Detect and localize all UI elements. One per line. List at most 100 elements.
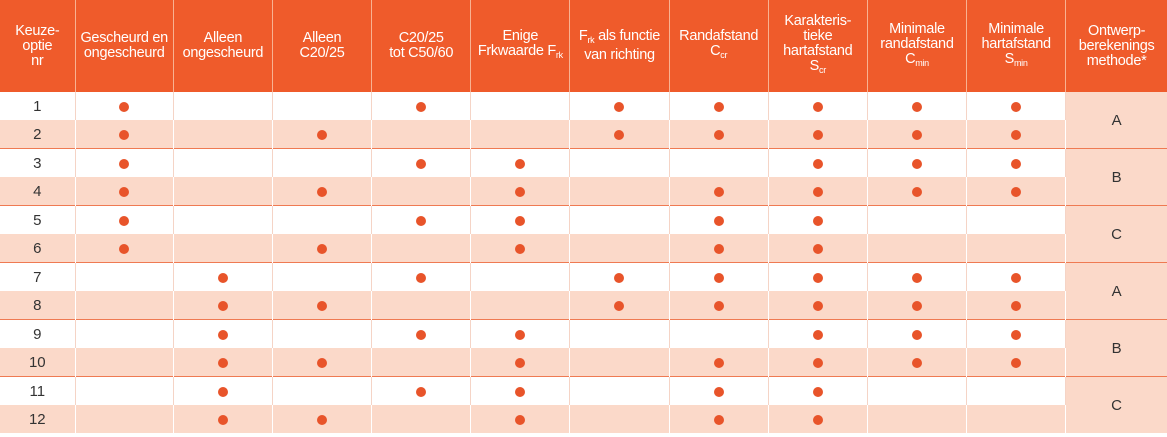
table-cell: [75, 348, 174, 377]
bullet-dot-icon: [416, 272, 427, 283]
row-number: 4: [0, 177, 76, 206]
header-keuzeoptie: Keuze- optie nr: [0, 0, 76, 92]
table-cell: [470, 376, 571, 405]
table-cell: [569, 291, 670, 320]
table-cell: [371, 319, 472, 348]
bullet-dot-icon: [317, 129, 328, 140]
bullet-dot-icon: [812, 357, 823, 368]
table-row: 10: [0, 348, 1167, 377]
bullet-dot-icon: [1011, 129, 1022, 140]
table-cell: [173, 262, 273, 291]
table-cell: [470, 148, 571, 177]
table-cell: [75, 177, 174, 206]
bullet-dot-icon: [515, 329, 526, 340]
table-cell: [569, 234, 670, 263]
bullet-dot-icon: [614, 129, 625, 140]
header-row: Keuze- optie nr Gescheurd en ongescheurd…: [0, 0, 1167, 92]
bullet-dot-icon: [812, 215, 823, 226]
bullet-dot-icon: [812, 329, 823, 340]
table-cell: [470, 234, 571, 263]
header-ontwerpmethode: Ontwerp- berekenings methode*: [1065, 0, 1167, 92]
bullet-dot-icon: [515, 186, 526, 197]
bullet-dot-icon: [416, 101, 427, 112]
bullet-dot-icon: [911, 158, 922, 169]
table-cell: [371, 405, 472, 433]
bullet-dot-icon: [317, 414, 328, 425]
bullet-dot-icon: [217, 414, 228, 425]
table-cell: [569, 319, 670, 348]
bullet-dot-icon: [119, 215, 130, 226]
bullet-dot-icon: [911, 357, 922, 368]
header-randafstand-ccr: Randafstand Ccr: [669, 0, 769, 92]
table-cell: [669, 177, 769, 206]
table-cell: [272, 262, 373, 291]
table-cell: [371, 148, 472, 177]
table-cell: [569, 348, 670, 377]
header-enige-frk: Enige Frkwaarde Frk: [470, 0, 571, 92]
table-cell: [272, 348, 373, 377]
row-number: 3: [0, 148, 76, 177]
table-cell: [867, 148, 968, 177]
bullet-dot-icon: [119, 129, 130, 140]
table-cell: [966, 234, 1067, 263]
table-cell: [669, 262, 769, 291]
bullet-dot-icon: [812, 129, 823, 140]
bullet-dot-icon: [515, 414, 526, 425]
table-cell: [768, 348, 868, 377]
table-cell: [569, 177, 670, 206]
bullet-dot-icon: [713, 357, 724, 368]
table-cell: [272, 148, 373, 177]
table-cell: [768, 376, 868, 405]
table-cell: [371, 234, 472, 263]
table-cell: [75, 405, 174, 433]
table-row: 8: [0, 291, 1167, 320]
bullet-dot-icon: [1011, 329, 1022, 340]
table-cell: [768, 148, 868, 177]
table-cell: [173, 177, 273, 206]
table-cell: [966, 92, 1067, 120]
design-method-cell: C: [1065, 205, 1167, 263]
table-row: 2: [0, 120, 1167, 149]
bullet-dot-icon: [614, 101, 625, 112]
bullet-dot-icon: [416, 158, 427, 169]
bullet-dot-icon: [812, 386, 823, 397]
row-number: 2: [0, 120, 76, 149]
table-row: 11 C: [0, 376, 1167, 433]
table-cell: [669, 92, 769, 120]
table-cell: [470, 92, 571, 120]
table-cell: [272, 376, 373, 405]
table-cell: [966, 120, 1067, 149]
table-cell: [867, 234, 968, 263]
row-number: 11: [0, 376, 76, 405]
table-cell: [867, 262, 968, 291]
table-cell: [569, 405, 670, 433]
header-c20-c50: C20/25 tot C50/60: [371, 0, 472, 92]
table-cell: [470, 348, 571, 377]
bullet-dot-icon: [713, 129, 724, 140]
table-cell: [371, 205, 472, 234]
table-cell: [272, 319, 373, 348]
design-method-cell: A: [1065, 262, 1167, 320]
table-cell: [966, 291, 1067, 320]
bullet-dot-icon: [1011, 101, 1022, 112]
table-cell: [867, 92, 968, 120]
table-cell: [470, 405, 571, 433]
table-cell: [966, 205, 1067, 234]
bullet-dot-icon: [1011, 272, 1022, 283]
bullet-dot-icon: [217, 329, 228, 340]
table-cell: [867, 405, 968, 433]
table-cell: [966, 177, 1067, 206]
bullet-dot-icon: [217, 357, 228, 368]
row-number: 5: [0, 205, 76, 234]
table-cell: [768, 92, 868, 120]
table-cell: [569, 120, 670, 149]
bullet-dot-icon: [911, 101, 922, 112]
table-cell: [470, 319, 571, 348]
bullet-dot-icon: [416, 386, 427, 397]
bullet-dot-icon: [515, 215, 526, 226]
table-cell: [966, 262, 1067, 291]
table-cell: [867, 319, 968, 348]
